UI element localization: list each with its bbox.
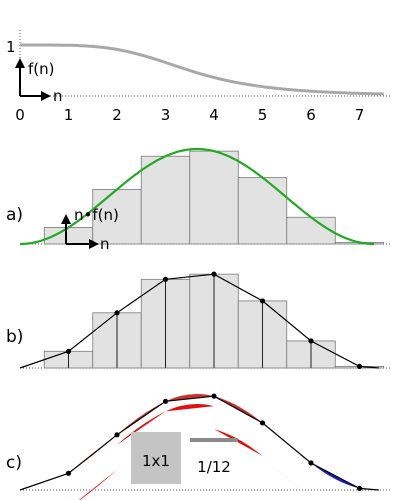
panel-a-bar <box>140 155 191 245</box>
panel-a-label: a) <box>6 205 23 225</box>
panel-a-bars <box>43 150 385 245</box>
panel-c: 1x1 1/12 c) <box>6 393 392 500</box>
x-tick-label: 6 <box>306 106 316 124</box>
x-tick-label: 0 <box>15 106 25 124</box>
panel-a: n•f(n) n a) <box>6 147 392 253</box>
x-tick-label: 3 <box>161 106 171 124</box>
unit-square-label: 1x1 <box>142 452 170 470</box>
panel-b-stems <box>68 274 360 368</box>
x-tick-label: 5 <box>258 106 268 124</box>
panel-c-point <box>308 460 314 466</box>
panel-a-bar <box>237 177 288 245</box>
panel-b-point <box>65 348 72 354</box>
panel-c-point <box>114 432 120 438</box>
panel-a-x-arrow-head <box>89 239 99 249</box>
panel-a-y-arrow-head <box>61 214 71 224</box>
x-tick-label: 4 <box>209 106 219 124</box>
panel-b: b) <box>6 271 392 370</box>
error-lens <box>262 457 311 498</box>
x-tick-labels: 0 1 2 3 4 5 6 7 <box>15 106 364 124</box>
panel-b-label: b) <box>6 327 23 347</box>
panel-a-bar <box>189 150 239 245</box>
twelfth-bar <box>190 438 238 442</box>
panel-a-bar <box>286 216 336 245</box>
panel-c-label: c) <box>6 453 22 473</box>
green-curve <box>20 147 375 246</box>
error-lens <box>165 404 214 412</box>
panel-b-point <box>308 338 314 344</box>
twelfth-bar-label: 1/12 <box>197 458 231 476</box>
panel-c-point <box>211 393 217 399</box>
y-tick-one: 1 <box>6 38 16 56</box>
panel-a-x-label: n <box>100 235 110 253</box>
panel-b-point <box>162 276 169 282</box>
panel-b-point <box>259 298 266 304</box>
top-y-arrow-head <box>15 58 25 68</box>
decay-curve <box>20 43 384 96</box>
top-x-label: n <box>53 87 63 105</box>
panel-a-y-label: n•f(n) <box>74 206 119 224</box>
top-x-arrow-head <box>41 91 51 101</box>
error-lens <box>214 429 263 456</box>
unit-square <box>131 432 181 484</box>
panel-c-point <box>259 420 266 426</box>
error-lens <box>117 411 166 445</box>
panel-b-point <box>211 271 217 277</box>
top-panel: 1 f(n) n 0 1 2 3 4 5 6 7 <box>6 30 392 124</box>
panel-b-points <box>65 271 363 370</box>
panel-c-point <box>356 485 363 492</box>
panel-c-error-lenses <box>68 394 360 500</box>
error-lens <box>78 469 117 500</box>
panel-c-point <box>162 398 169 404</box>
panel-b-point <box>356 363 363 370</box>
panel-c-point <box>65 470 72 476</box>
x-tick-label: 2 <box>112 106 122 124</box>
panel-a-bar <box>92 188 142 245</box>
panel-c-points <box>65 393 363 492</box>
top-y-label: f(n) <box>28 60 55 78</box>
x-tick-label: 7 <box>355 106 365 124</box>
panel-b-point <box>114 310 120 316</box>
x-tick-label: 1 <box>64 106 74 124</box>
